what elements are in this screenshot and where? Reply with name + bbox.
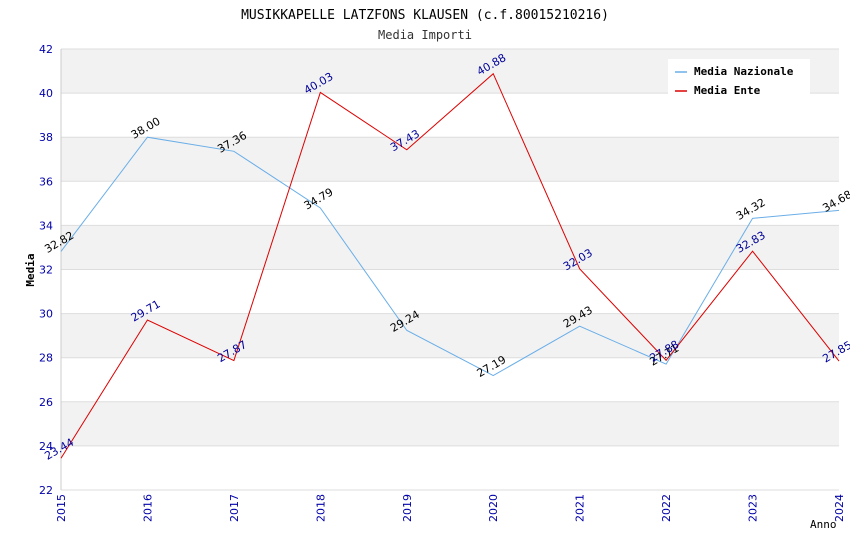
x-tick-label: 2015 [55,494,68,522]
legend: Media Nazionale Media Ente [668,59,810,97]
series-lines [60,72,840,459]
grid-band [61,401,839,446]
chart-title: MUSIKKAPELLE LATZFONS KLAUSEN (c.f.80015… [241,8,609,23]
grid-band [61,313,839,358]
x-tick-label: 2018 [314,494,327,522]
series-line-media-ente [60,72,840,459]
chart-subtitle: Media Importi [378,28,472,42]
x-tick-label: 2020 [487,494,500,522]
grid-band [61,225,839,270]
y-tick-label: 22 [39,484,53,497]
legend-box [668,59,810,97]
y-tick-label: 26 [39,396,53,409]
x-tick-labels: 2015 2016 2017 2018 2019 2020 2021 2022 2023 2024 [55,494,846,522]
y-axis-label: Media [24,253,37,286]
y-tick-label: 40 [39,87,53,100]
legend-label-media-nazionale: Media Nazionale [694,65,794,78]
y-tick-label: 36 [39,175,53,188]
data-label: 34.79 [302,185,336,212]
y-tick-label: 24 [39,440,53,453]
y-tick-label: 28 [39,352,53,365]
x-tick-label: 2021 [574,494,587,522]
x-tick-label: 2017 [228,494,241,522]
y-tick-label: 32 [39,264,53,277]
y-tick-labels: 22 24 26 28 30 32 34 36 38 40 42 [39,43,53,497]
x-tick-label: 2019 [401,494,414,522]
plot-background-bands [61,49,839,446]
x-tick-label: 2024 [833,494,846,522]
x-tick-label: 2023 [747,494,760,522]
y-tick-label: 34 [39,219,53,232]
series-line-media-nazionale [60,136,840,377]
x-axis-label: Anno [810,518,837,531]
y-tick-label: 42 [39,43,53,56]
x-tick-label: 2022 [660,494,673,522]
grid-band [61,137,839,182]
legend-label-media-ente: Media Ente [694,84,761,97]
x-tick-label: 2016 [141,494,154,522]
data-label: 34.32 [734,196,768,223]
y-tick-label: 30 [39,308,53,321]
y-tick-label: 38 [39,131,53,144]
